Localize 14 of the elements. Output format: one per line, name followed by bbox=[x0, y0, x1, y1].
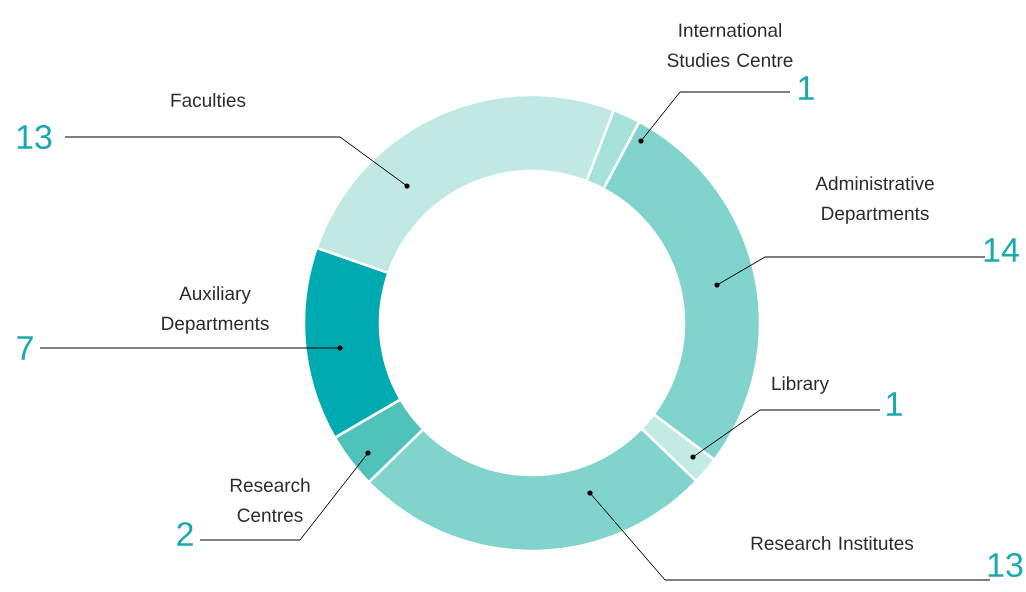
data-label: 13 bbox=[988, 552, 1023, 578]
data-label: 2 bbox=[177, 522, 193, 546]
data-label: 1 bbox=[887, 392, 902, 416]
slice-label: Auxiliary Departments bbox=[162, 286, 269, 334]
data-label: 1 bbox=[799, 76, 814, 100]
slice-label: Faculties bbox=[171, 93, 246, 107]
slice-label: Library bbox=[772, 376, 829, 394]
slice-label: International Studies Centre bbox=[667, 23, 793, 67]
data-label: 13 bbox=[17, 124, 52, 150]
slice-label: Administrative Departments bbox=[815, 176, 934, 224]
data-label: 14 bbox=[984, 238, 1019, 262]
slice-label: Research Institutes bbox=[751, 536, 914, 550]
slice-label: Research Centres bbox=[230, 478, 310, 522]
data-label: 7 bbox=[17, 336, 33, 360]
